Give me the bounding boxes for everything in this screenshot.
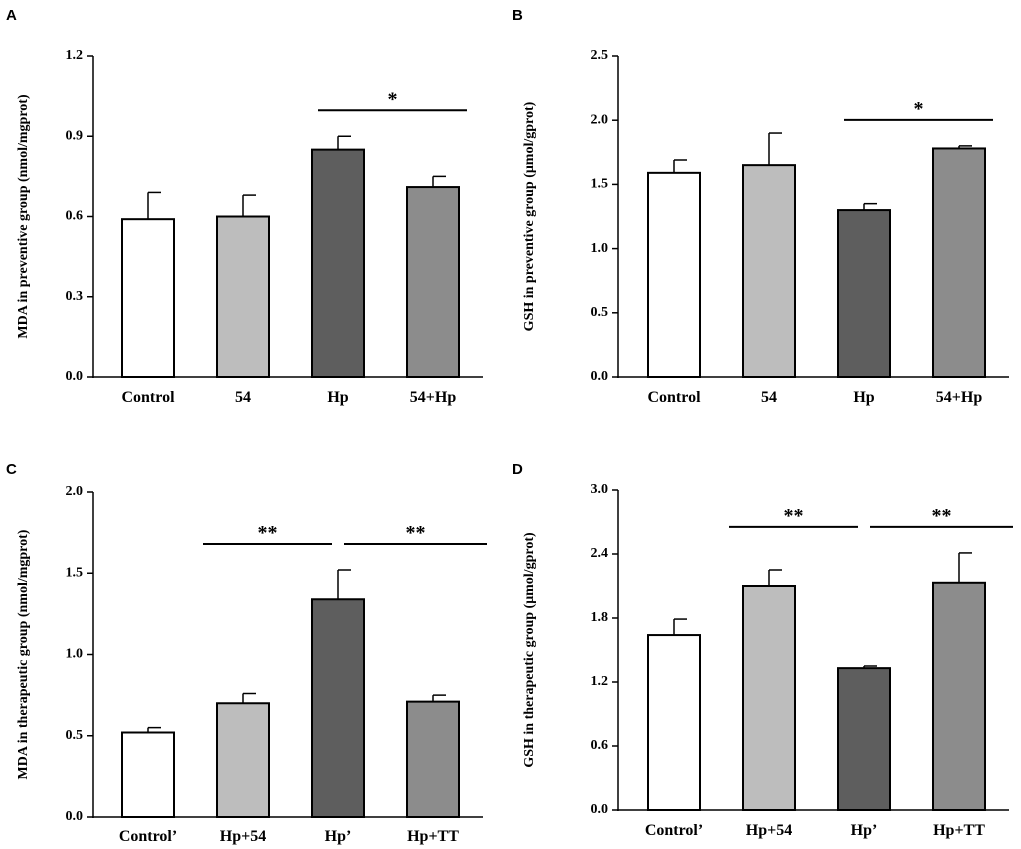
panel-d-y-axis-label: GSH in therapeutic group (μmol/gprot) [522, 532, 537, 768]
panel-b-letter: B [512, 7, 523, 24]
panel-a-y-tick-label: 0.3 [66, 289, 84, 304]
panel-c-significance-label: ** [258, 522, 278, 544]
panel-a-y-tick-label: 0.0 [66, 369, 84, 384]
panel-c-y-tick-label: 1.0 [66, 647, 84, 662]
panel-a-bar [121, 218, 175, 378]
panel-d-bar [932, 581, 986, 811]
panel-c-category-label: Hp+54 [220, 828, 266, 845]
panel-b-category-label: 54 [761, 389, 777, 406]
panel-d-letter: D [512, 461, 523, 478]
panel-a-letter: A [6, 7, 17, 24]
panel-d-y-tick-label: 2.4 [591, 546, 609, 561]
panel-d-category-label: Hp+54 [746, 822, 792, 839]
panel-d-significance-label: ** [932, 505, 952, 527]
panel-d-y-tick-label: 0.6 [591, 738, 609, 753]
panel-a-category-label: 54 [235, 389, 251, 406]
panel-a-significance-label: * [388, 88, 398, 110]
panel-a-y-tick-label: 0.9 [66, 128, 84, 143]
panel-d-category-label: Hp’ [851, 822, 878, 839]
panel-d-category-label: Control’ [645, 822, 703, 839]
panel-b-y-tick-label: 0.5 [591, 305, 609, 320]
panel-b-y-tick-label: 1.5 [591, 177, 609, 192]
panel-c-y-tick-label: 0.0 [66, 809, 84, 824]
panel-a-category-label: Control [121, 389, 175, 406]
panel-c-bar [121, 731, 175, 818]
panel-a-category-label: 54+Hp [410, 389, 457, 406]
panel-d-bar [742, 585, 796, 811]
panel-c-y-tick-label: 0.5 [66, 728, 84, 743]
panel-c-significance-label: ** [406, 522, 426, 544]
panel-b-y-tick-label: 0.0 [591, 369, 609, 384]
panel-d-category-label: Hp+TT [933, 822, 985, 839]
panel-c-y-tick-label: 2.0 [66, 484, 84, 499]
panel-c-bar [311, 598, 365, 818]
panel-b-category-label: Hp [853, 389, 874, 406]
panel-b-bar [932, 147, 986, 378]
panel-b-y-tick-label: 1.0 [591, 241, 609, 256]
panel-c-y-axis-label: MDA in therapeutic group (nmol/mgprot) [16, 529, 31, 779]
panel-a-y-tick-label: 0.6 [66, 209, 84, 224]
panel-c-letter: C [6, 461, 17, 478]
panel-b-y-axis-label: GSH in preventive group (μmol/gprot) [522, 101, 537, 331]
panel-b-y-tick-label: 2.0 [591, 112, 609, 127]
panel-b-significance-label: * [914, 98, 924, 120]
panel-a-bar [216, 215, 270, 378]
panel-d-y-tick-label: 3.0 [591, 482, 609, 497]
panel-d-bar [837, 667, 891, 812]
panel-b-bar [647, 171, 701, 378]
panel-a-y-tick-label: 1.2 [66, 48, 84, 63]
panel-c-y-tick-label: 1.5 [66, 565, 84, 580]
panel-b-category-label: 54+Hp [936, 389, 983, 406]
panel-c-bar [406, 700, 460, 818]
panel-a-bar [311, 148, 365, 378]
panel-a-category-label: Hp [327, 389, 348, 406]
panel-b-y-tick-label: 2.5 [591, 48, 609, 63]
panel-b-bar [837, 209, 891, 378]
panel-c-category-label: Hp+TT [407, 828, 459, 845]
panel-a-bar [406, 186, 460, 378]
panel-a-y-axis-label: MDA in preventive group (nmol/mgprot) [16, 94, 31, 339]
panel-b-bar [742, 164, 796, 378]
panel-d-significance-label: ** [784, 505, 804, 527]
panel-d-y-tick-label: 0.0 [591, 802, 609, 817]
panel-d-y-tick-label: 1.2 [591, 674, 609, 689]
panel-c-bar [216, 702, 270, 818]
panel-c-category-label: Hp’ [325, 828, 352, 845]
panel-c-category-label: Control’ [119, 828, 177, 845]
panel-d-bar [647, 634, 701, 811]
panel-d-y-tick-label: 1.8 [591, 610, 609, 625]
panel-b-category-label: Control [647, 389, 701, 406]
